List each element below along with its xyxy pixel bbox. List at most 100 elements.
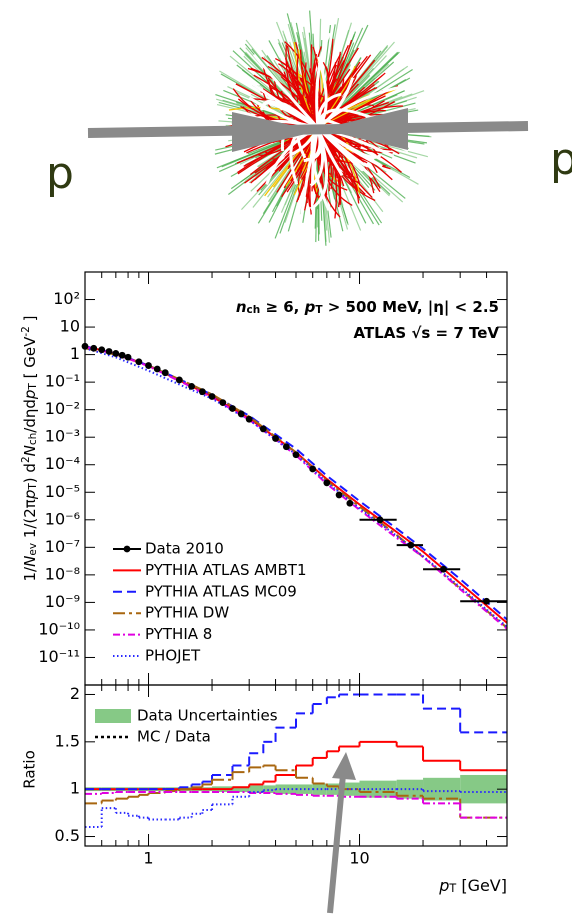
track (315, 32, 332, 129)
text-part: ev (27, 543, 39, 556)
text-part: ch (247, 304, 261, 316)
text-part: > 500 MeV, |η| < 2.5 (323, 298, 499, 317)
data-point (145, 362, 152, 369)
data-point (483, 597, 490, 605)
text-part: ) d (21, 463, 39, 483)
legend-label: PYTHIA ATLAS MC09 (145, 582, 297, 600)
y-tick-label: 10⁻² (45, 399, 80, 418)
legend-swatch (123, 545, 131, 553)
x-tick-label: 10 (349, 849, 369, 868)
x-axis-label: pT [GeV] (438, 876, 507, 896)
beam-arrow-left (232, 112, 318, 152)
data-point (229, 405, 236, 412)
mc-curve (84, 345, 508, 621)
data-point (188, 382, 195, 390)
track (252, 53, 320, 130)
text-part: /dηd (21, 399, 39, 433)
data-point (376, 516, 384, 524)
uncertainty-band (359, 780, 397, 798)
legend-label: PYTHIA DW (145, 604, 229, 622)
uncertainty-band (312, 783, 327, 795)
data-point (118, 351, 126, 359)
data-point (153, 365, 161, 373)
y-tick-label: 10⁻¹ (45, 372, 80, 391)
y-axis-label: 1/Nev 1/(2πpT) d2Nch/dηdpT [ GeV-2 ] (20, 316, 40, 582)
track (252, 146, 303, 208)
data-point (335, 491, 343, 499)
uncertainty-band (249, 785, 264, 793)
y-axis-label: Ratio (21, 750, 39, 789)
data-point (198, 388, 206, 396)
text-part: 2 (20, 456, 32, 463)
uncertainty-band (232, 786, 250, 793)
text-part: 1/(2π (21, 499, 39, 543)
data-point (237, 410, 245, 418)
track (316, 83, 409, 130)
data-point (282, 443, 290, 451)
y-tick-label: 10⁻¹⁰ (38, 619, 80, 638)
y-tick-label: 10⁻⁵ (45, 482, 80, 501)
text-part: [ GeV (21, 336, 39, 383)
uncertainty-band (423, 777, 461, 801)
text-part: p (21, 490, 39, 501)
data-point (112, 350, 120, 357)
beam-line (87, 108, 529, 152)
y-tick-label: 1 (70, 344, 80, 363)
data-point (208, 393, 216, 400)
data-point (309, 465, 317, 473)
pointer-arrow (327, 752, 356, 914)
text-part: ch (27, 433, 39, 445)
uncertainty-band (263, 785, 276, 793)
annotation: nch ≥ 6, pT > 500 MeV, |η| < 2.5 (236, 298, 499, 317)
plot-frame (84, 684, 508, 847)
y-tick-label: 2 (70, 684, 80, 703)
y-tick-label: 10⁻¹¹ (38, 647, 80, 666)
data-point (135, 358, 143, 366)
legend-label: PYTHIA ATLAS AMBT1 (145, 561, 306, 579)
legend-label: Data 2010 (145, 540, 224, 558)
text-part: T (27, 483, 39, 491)
y-tick-label: 1 (70, 779, 80, 798)
arrow-shaft (327, 774, 346, 914)
text-part: p (304, 298, 316, 316)
legend-swatch (95, 709, 131, 723)
text-part: -2 (20, 326, 32, 336)
data-point (105, 348, 113, 355)
y-tick-label: 10⁻⁹ (45, 592, 80, 611)
track (295, 22, 314, 104)
track (279, 102, 319, 130)
text-part: T (448, 882, 456, 895)
text-part: n (236, 298, 247, 316)
data-point (346, 499, 354, 507)
text-part: ≥ 6, (260, 298, 304, 316)
arrow-head (332, 752, 356, 780)
y-tick-label: 0.5 (55, 826, 80, 845)
text-part: 1/ (21, 566, 39, 582)
uncertainty-band (326, 783, 340, 795)
text-part: ATLAS √s = 7 TeV (354, 324, 500, 342)
plot: 10²10110⁻¹10⁻²10⁻³10⁻⁴10⁻⁵10⁻⁶10⁻⁷10⁻⁸10… (20, 271, 508, 896)
data-point (292, 451, 300, 459)
text-part: p (21, 390, 39, 401)
data-point (175, 376, 183, 384)
data-point (440, 565, 447, 573)
legend-label: MC / Data (137, 728, 211, 746)
data-point (259, 425, 267, 433)
text-part: T (315, 304, 323, 316)
track (299, 49, 319, 129)
text-part: [GeV] (456, 876, 507, 895)
data-point (272, 435, 279, 442)
y-tick-label: 10⁻⁶ (45, 509, 80, 528)
y-tick-label: 10⁻⁷ (45, 537, 80, 556)
beam-label: p (550, 134, 572, 185)
data-point (407, 541, 415, 549)
beam-arrow-right (320, 108, 408, 150)
data-point (98, 346, 106, 354)
text-part: p (438, 876, 449, 895)
track (300, 127, 320, 216)
x-tick-label: 1 (143, 849, 153, 868)
data-point (219, 399, 227, 407)
uncertainty-band (275, 784, 296, 794)
text-part: T (27, 383, 39, 391)
